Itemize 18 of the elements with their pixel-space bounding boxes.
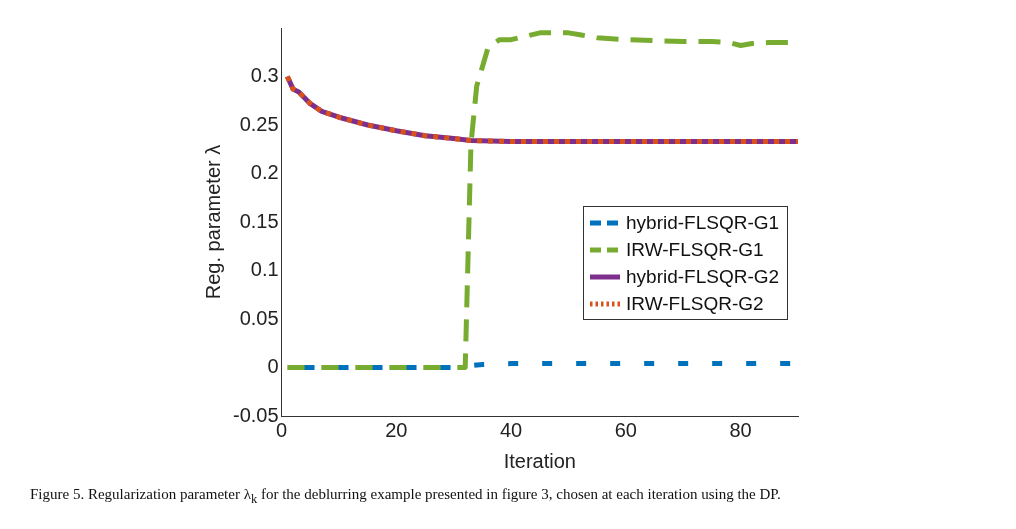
legend-label: hybrid-FLSQR-G2 (626, 265, 780, 288)
y-tick-label: 0.1 (250, 258, 279, 281)
x-tick-label: 20 (385, 418, 408, 441)
legend-label: IRW-FLSQR-G1 (626, 238, 764, 261)
caption: Figure 5. Regularization parameter λ$_{k}$ for the deblurring example presented in figure 3, chosen at each iteration using the DP. (30, 486, 781, 507)
y-tick-label: 0.05 (239, 306, 279, 329)
x-tick-label: 80 (729, 418, 752, 441)
y-axis-title: Reg. parameter λ (201, 144, 224, 300)
x-axis-title: Iteration (503, 449, 576, 472)
y-tick-label: 0 (267, 355, 279, 378)
y-tick-label: 0.15 (239, 209, 279, 232)
legend-label: hybrid-FLSQR-G1 (626, 211, 780, 234)
x-tick-label: 40 (499, 418, 523, 441)
legend-label: IRW-FLSQR-G2 (626, 292, 764, 315)
y-tick-label: 0.2 (250, 161, 279, 184)
y-tick-label: 0.25 (239, 112, 279, 135)
x-tick-label: 60 (614, 418, 637, 441)
y-tick-label: 0.3 (250, 64, 279, 87)
